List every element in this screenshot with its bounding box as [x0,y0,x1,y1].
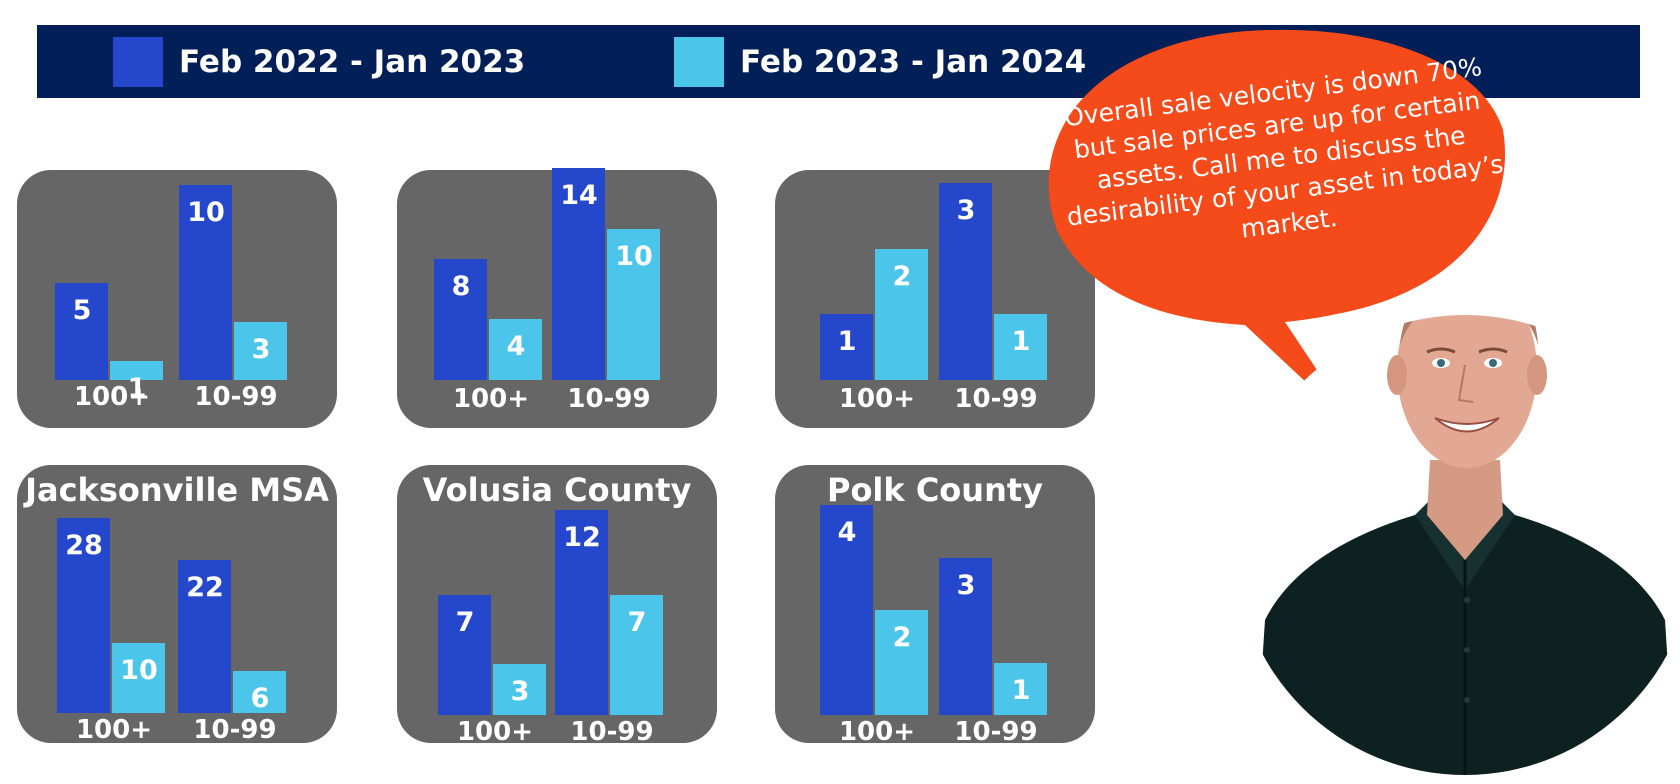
data-label: 7 [627,607,647,639]
legend-swatch-2022 [113,37,163,87]
category-label: 10-99 [194,382,278,412]
category-label: 10-99 [570,717,654,747]
data-label: 2 [892,260,912,292]
bar-2023 [610,595,663,715]
data-label: 10 [187,197,225,228]
bar-2023 [607,228,660,380]
chart-title: Volusia County [422,471,692,509]
bar-2023 [493,663,546,715]
bar-2023 [875,610,928,715]
category-label: 100+ [838,717,916,747]
bar-2023 [233,671,286,713]
data-label: 7 [455,607,475,639]
bar-2023 [234,321,287,380]
bar-2023 [110,360,163,380]
data-label: 2 [892,622,912,653]
data-label: 6 [250,683,270,715]
bar-2022 [820,314,873,380]
bar-2022 [55,282,108,380]
legend-item-2023: Feb 2023 - Jan 2024 [674,37,1086,87]
data-label: 14 [560,180,598,211]
data-label: 8 [451,270,471,302]
bar-2022 [438,595,491,715]
category-label: 10-99 [954,717,1038,747]
data-label: 5 [72,294,92,326]
data-label: 4 [506,331,526,363]
bar-2023 [875,248,928,380]
data-label: 10 [120,655,158,687]
chart-title: Jacksonville MSA [25,471,329,509]
data-label: 1 [127,372,147,404]
bar-2022 [820,505,873,715]
data-label: 1 [1011,326,1031,358]
bar-2022 [179,185,232,380]
data-label: 10 [615,240,653,272]
category-label: 10-99 [567,384,651,414]
speech-bubble-shape [1048,29,1506,430]
legend-label-2023: Feb 2023 - Jan 2024 [740,44,1087,80]
category-label: 10-99 [954,384,1038,414]
speech-bubble [1048,29,1506,430]
legend-swatch-2023 [674,37,724,87]
data-label: 3 [251,333,271,365]
bar-2022 [178,559,231,713]
chart-panel: 1 2 100+ 3 1 10-99 [775,170,1095,428]
category-label: 100+ [75,715,153,745]
chart-title: Polk County [826,471,1043,509]
bar-2023 [112,643,165,713]
data-label: 3 [956,569,976,601]
bar-2022 [939,183,992,380]
data-label: 22 [186,571,224,603]
data-label: 3 [510,675,530,707]
bar-2022 [434,258,487,380]
category-label: 100+ [456,717,534,747]
category-label: 100+ [838,384,916,414]
data-label: 1 [837,326,857,358]
category-label: 100+ [73,382,151,412]
legend-item-2022: Feb 2022 - Jan 2023 [113,37,525,87]
legend-label-2022: Feb 2022 - Jan 2023 [179,44,526,80]
data-label: 28 [65,530,103,561]
chart-panel: 8 4 100+ 14 10 10-99 [397,168,717,428]
category-label: 10-99 [193,715,277,745]
chart-panel: Polk County 4 2 100+ 3 1 10-99 [775,465,1095,747]
category-label: 100+ [452,384,530,414]
agent-portrait [1255,315,1675,775]
bar-2022 [939,557,992,715]
bar-2022 [57,518,110,713]
bar-2022 [555,510,608,715]
bar-2023 [994,662,1047,715]
bar-2023 [994,314,1047,380]
data-label: 1 [1011,674,1031,706]
chart-panel: Jacksonville MSA 28 10 100+ 22 6 10-99 [17,465,337,745]
bar-2023 [489,319,542,380]
chart-panel: 5 1 100+ 10 3 10-99 [17,170,337,428]
data-label: 12 [563,522,601,553]
chart-panel: Volusia County 7 3 100+ 12 7 10-99 [397,465,717,747]
bar-2022 [552,168,605,380]
data-label: 4 [837,517,857,548]
data-label: 3 [956,195,976,226]
